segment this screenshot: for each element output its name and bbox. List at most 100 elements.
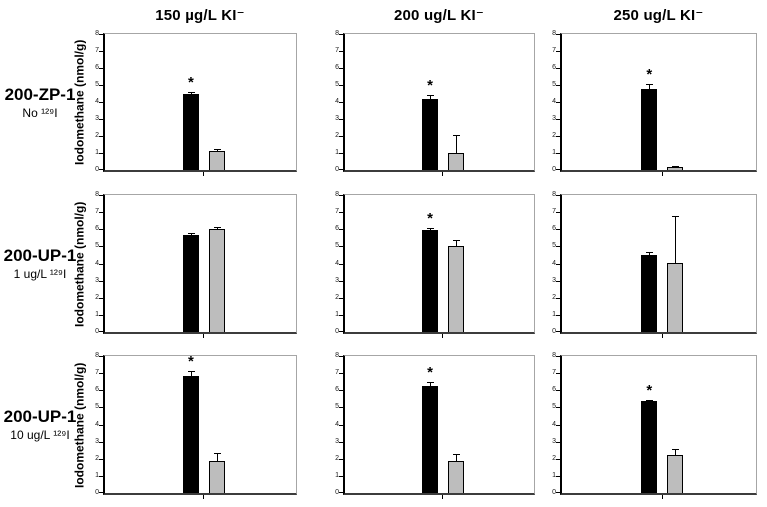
y-tick-label: 3	[335, 276, 339, 284]
row-subtitle: 10 ug/L ¹²⁹I	[10, 428, 70, 442]
y-tick-mark	[99, 356, 103, 357]
chart-panel-row1-col3: 0 1 2 3 4 5 6 7 8 *	[552, 30, 757, 176]
y-tick-mark	[339, 373, 343, 375]
y-tick-mark	[339, 51, 343, 52]
bar-gray	[208, 461, 225, 493]
y-tick-label: 8	[95, 352, 99, 359]
y-tick-label: 5	[335, 81, 339, 88]
error-bar-cap	[213, 452, 221, 454]
y-tick-label: 6	[335, 386, 339, 394]
y-tick-mark	[99, 441, 103, 443]
y-tick-mark	[99, 169, 103, 170]
y-tick-label: 5	[335, 403, 339, 411]
bar-gray	[208, 151, 225, 170]
y-tick-mark	[339, 390, 343, 392]
y-tick-mark	[339, 102, 343, 103]
y-tick-mark	[99, 51, 103, 52]
y-tick-label: 8	[335, 30, 339, 37]
error-bar-cap	[427, 95, 435, 97]
y-tick-label: 7	[95, 369, 99, 377]
y-tick-label: 3	[95, 437, 99, 445]
y-tick-mark	[99, 102, 103, 103]
y-tick-label: 1	[95, 471, 99, 479]
y-tick-mark	[339, 492, 343, 493]
chart-panel-row1-col2: 0 1 2 3 4 5 6 7 8 *	[335, 30, 535, 176]
y-tick-label: 3	[95, 276, 99, 284]
y-tick-label: 5	[335, 242, 339, 250]
y-tick-mark	[556, 441, 560, 443]
y-tick-mark	[99, 407, 103, 409]
column-header-150: 150 µg/L KI⁻	[155, 7, 245, 24]
row-subtitle: No ¹²⁹I	[22, 105, 58, 120]
x-tick-mark	[442, 495, 444, 499]
y-tick-mark	[556, 458, 560, 460]
y-tick-mark	[556, 34, 560, 35]
y-tick-mark	[339, 136, 343, 137]
bar-black	[422, 230, 439, 332]
y-tick-mark	[99, 424, 103, 426]
y-tick-mark	[339, 169, 343, 170]
x-tick-mark	[661, 334, 663, 338]
y-tick-label: 8	[95, 30, 99, 37]
significance-asterisk: *	[646, 381, 653, 399]
y-tick-label: 2	[335, 132, 339, 139]
y-tick-mark	[556, 246, 560, 248]
y-tick-mark	[339, 263, 343, 265]
y-tick-label: 6	[552, 225, 556, 233]
y-tick-mark	[339, 229, 343, 231]
y-tick-label: 0	[552, 489, 556, 496]
y-tick-mark	[99, 195, 103, 196]
y-tick-label: 0	[95, 166, 99, 173]
x-tick-mark	[661, 172, 663, 176]
error-bar-stem	[216, 148, 218, 152]
chart-panel-row3-col2: 0 1 2 3 4 5 6 7 8 *	[335, 352, 535, 499]
y-tick-label: 8	[335, 191, 339, 198]
bar-gray	[447, 153, 464, 170]
y-tick-mark	[99, 314, 103, 316]
y-tick-label: 2	[95, 454, 99, 462]
y-tick-label: 1	[95, 149, 99, 156]
chart-panel-row2-col3: 0 1 2 3 4 5 6 7 8	[552, 191, 757, 338]
y-tick-mark	[339, 68, 343, 69]
y-tick-mark	[556, 153, 560, 154]
y-tick-mark	[99, 229, 103, 231]
error-bar-stem	[430, 95, 432, 100]
y-tick-label: 6	[335, 225, 339, 233]
y-tick-label: 1	[335, 149, 339, 156]
y-tick-mark	[556, 68, 560, 69]
column-header-200: 200 ug/L KI⁻	[393, 7, 485, 24]
column-header-250: 250 ug/L KI⁻	[613, 7, 704, 24]
y-tick-mark	[99, 136, 103, 137]
error-bar-cap	[646, 84, 654, 86]
y-tick-label: 0	[335, 489, 339, 496]
y-tick-label: 8	[335, 352, 339, 359]
error-bar-cap	[452, 135, 460, 137]
y-tick-mark	[556, 373, 560, 375]
bar-black	[422, 99, 439, 170]
y-tick-mark	[556, 356, 560, 357]
y-tick-label: 0	[335, 328, 339, 335]
y-tick-label: 5	[552, 81, 556, 88]
y-tick-mark	[339, 34, 343, 35]
y-tick-label: 0	[552, 166, 556, 173]
y-tick-label: 1	[335, 471, 339, 479]
y-tick-mark	[339, 458, 343, 460]
bar-gray	[208, 229, 225, 332]
y-tick-label: 5	[552, 242, 556, 250]
bar-black	[641, 89, 658, 170]
y-tick-mark	[99, 246, 103, 248]
y-tick-mark	[556, 263, 560, 265]
y-tick-label: 6	[552, 64, 556, 71]
y-tick-label: 4	[552, 259, 556, 267]
error-bar-cap	[672, 216, 680, 218]
y-tick-label: 1	[95, 310, 99, 318]
error-bar-cap	[452, 454, 460, 456]
y-tick-mark	[339, 441, 343, 443]
y-tick-label: 6	[95, 225, 99, 233]
y-tick-mark	[556, 195, 560, 196]
row-title: 200-UP-1	[3, 246, 77, 265]
y-tick-label: 1	[552, 471, 556, 479]
bar-gray	[667, 455, 684, 493]
y-tick-label: 3	[335, 115, 339, 122]
error-bar-cap	[213, 148, 221, 150]
